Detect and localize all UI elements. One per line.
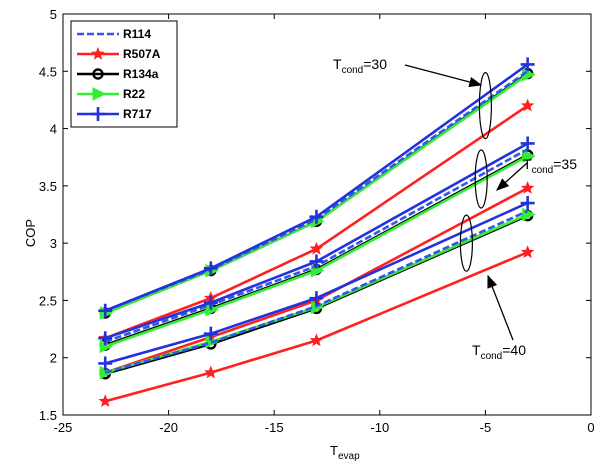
x-axis-label-sub: evap: [338, 451, 360, 461]
annotation-label: Tcond=40: [472, 342, 526, 362]
annotation-label-main: T: [472, 342, 481, 358]
data-point: [309, 209, 324, 224]
data-point: [98, 331, 113, 346]
data-point: [309, 254, 324, 269]
x-tick-label: -5: [480, 420, 492, 435]
plot-frame: [62, 13, 592, 416]
series-line: [104, 142, 529, 340]
y-tick-label: 4: [50, 122, 57, 137]
annotation-label-tail: =30: [363, 56, 387, 72]
y-tick-label: 1.5: [39, 408, 57, 423]
legend-marker: [91, 107, 105, 121]
y-tick-label: 3: [50, 236, 57, 251]
annotation-label-sub: cond: [342, 65, 364, 76]
data-point: [520, 245, 535, 259]
data-point: [98, 356, 113, 371]
legend-label-r717: R717: [123, 107, 152, 121]
annotation-label: Tcond=30: [333, 56, 387, 76]
y-tick-label: 2.5: [39, 293, 57, 308]
legend-marker: [91, 46, 105, 60]
data-point: [522, 149, 536, 163]
y-tick-label: 5: [50, 7, 57, 22]
series-line: [104, 201, 529, 365]
data-point: [309, 333, 324, 347]
group-ellipse: [478, 72, 492, 140]
x-axis-label-main: T: [330, 443, 338, 458]
annotation-label-sub: cond: [532, 165, 554, 176]
annotation-arrow: [487, 274, 514, 341]
x-tick-label: -15: [265, 420, 284, 435]
legend-label-r114: R114: [123, 27, 151, 41]
annotation-label-main: T: [523, 156, 532, 172]
y-tick-label: 3.5: [39, 179, 57, 194]
data-point: [309, 241, 324, 255]
series-line: [104, 73, 529, 315]
x-ticks: -25 -20 -15 -10 -5 0: [54, 14, 595, 435]
x-axis-label: Tevap: [330, 443, 360, 461]
data-point: [203, 326, 218, 341]
data-point: [520, 136, 535, 151]
legend-marker: [92, 68, 104, 80]
annotation-label-sub: cond: [481, 351, 503, 362]
y-axis-label: COP: [23, 219, 38, 247]
series-line: [104, 104, 529, 340]
x-tick-label: -25: [54, 420, 73, 435]
legend-label-r507a: R507A: [123, 47, 161, 61]
series-r717: [98, 57, 535, 371]
series-line: [104, 63, 529, 312]
group-ellipse: [459, 214, 473, 272]
y-ticks: 1.5 2 2.5 3 3.5 4 4.5 5: [39, 7, 591, 423]
series-line: [104, 209, 529, 374]
series-line: [104, 148, 529, 343]
x-tick-label: 0: [587, 420, 594, 435]
annotation-label: Tcond=35: [523, 156, 577, 176]
data-point: [203, 295, 218, 310]
series-line: [104, 154, 529, 348]
data-point: [520, 98, 535, 112]
data-point: [203, 261, 218, 276]
x-tick-label: -20: [159, 420, 178, 435]
annotation-arrow: [496, 162, 528, 191]
x-tick-label: -10: [370, 420, 389, 435]
data-point: [204, 365, 218, 379]
group-ellipse: [474, 149, 488, 209]
data-point: [98, 303, 113, 318]
legend-label-r134a: R134a: [123, 67, 159, 81]
y-tick-label: 4.5: [39, 64, 57, 79]
series-layer: [98, 57, 536, 407]
series-r507a: [98, 98, 535, 407]
data-point: [520, 57, 535, 72]
legend-label-r22: R22: [123, 87, 145, 101]
data-point: [309, 291, 324, 306]
y-tick-label: 2: [50, 351, 57, 366]
annotation-label-tail: =35: [553, 156, 577, 172]
data-point: [98, 394, 112, 407]
axes: [62, 13, 592, 416]
annotation-arrow: [404, 64, 483, 88]
series-line: [104, 251, 529, 403]
data-point: [520, 181, 535, 194]
annotation-label-tail: =40: [502, 342, 526, 358]
series-line: [104, 186, 529, 374]
data-point: [520, 196, 535, 211]
legend-marker: [92, 87, 107, 101]
annotation-label-main: T: [333, 56, 342, 72]
legend: R114 R507A R134a R22 R717: [70, 20, 178, 128]
